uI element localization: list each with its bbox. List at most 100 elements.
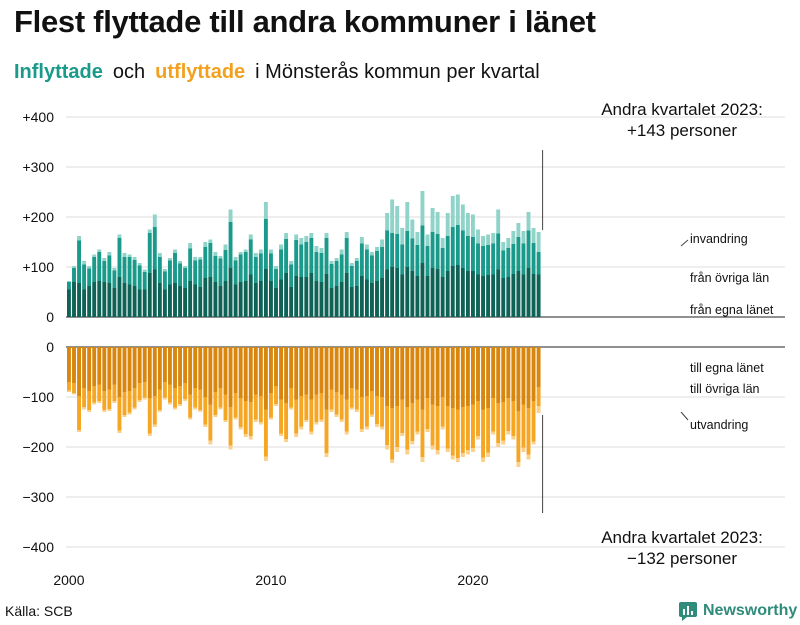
- bar-in-immigration: [329, 261, 334, 264]
- bar-out-emigration: [162, 397, 167, 400]
- bar-in-immigration: [284, 233, 289, 239]
- bar-out-emigration: [304, 420, 309, 422]
- bar-out-own-county: [334, 347, 339, 392]
- bar-out-own-county: [435, 347, 440, 406]
- bar-out-own-county: [516, 347, 521, 411]
- bar-out-other-county: [511, 401, 516, 436]
- annotation-bottom-line2: −132 personer: [627, 549, 737, 568]
- bar-out-other-county: [168, 384, 172, 403]
- bar-in-immigration: [72, 266, 76, 268]
- bar-out-emigration: [107, 409, 112, 411]
- bar-out-emigration: [97, 401, 102, 403]
- bar-out-own-county: [213, 347, 218, 392]
- bar-in-other-county: [521, 243, 526, 275]
- bar-in-immigration: [253, 253, 258, 257]
- bar-in-other-county: [445, 236, 450, 271]
- bar-in-other-county: [324, 238, 329, 274]
- bar-out-own-county: [314, 347, 319, 395]
- bar-in-own-county: [405, 267, 410, 317]
- bar-in-own-county: [223, 281, 228, 317]
- bar-out-own-county: [203, 347, 208, 397]
- bar-out-own-county: [263, 347, 268, 410]
- chart-title: Flest flyttade till andra kommuner i län…: [14, 4, 596, 39]
- bar-in-other-county: [481, 246, 485, 276]
- bar-in-immigration: [173, 249, 177, 253]
- bar-in-other-county: [173, 253, 177, 283]
- bar-in-immigration: [319, 248, 324, 253]
- bar-out-own-county: [425, 347, 430, 398]
- bar-out-emigration: [531, 441, 536, 445]
- bar-out-other-county: [263, 409, 268, 457]
- bar-out-own-county: [304, 347, 309, 395]
- bar-in-own-county: [471, 271, 475, 317]
- bar-out-emigration: [491, 431, 496, 435]
- bar-out-emigration: [263, 456, 268, 461]
- bar-in-immigration: [142, 269, 147, 272]
- bar-out-other-county: [501, 402, 506, 441]
- bar-out-own-county: [228, 347, 233, 407]
- bar-in-other-county: [304, 242, 309, 277]
- bar-in-immigration: [395, 206, 400, 234]
- bar-in-other-county: [274, 269, 278, 288]
- bar-out-other-county: [354, 389, 359, 410]
- bar-out-emigration: [203, 424, 208, 427]
- bar-out-own-county: [430, 347, 435, 405]
- bar-out-other-county: [294, 399, 299, 434]
- bar-in-immigration: [238, 252, 243, 255]
- bar-out-other-county: [258, 396, 263, 422]
- bar-in-own-county: [178, 286, 182, 317]
- bar-out-emigration: [147, 433, 152, 436]
- bar-out-other-county: [77, 396, 81, 430]
- bar-out-emigration: [269, 417, 273, 420]
- bar-out-emigration: [526, 454, 531, 460]
- bar-out-emigration: [112, 401, 117, 403]
- bar-out-other-county: [198, 389, 203, 410]
- bar-out-own-county: [102, 347, 107, 391]
- bar-in-other-county: [496, 233, 501, 270]
- bars-utflyttade: [67, 347, 541, 467]
- bar-out-emigration: [137, 400, 142, 402]
- bar-out-emigration: [152, 424, 157, 427]
- bar-in-other-county: [455, 225, 460, 265]
- bar-in-own-county: [82, 289, 87, 317]
- legend-utflyttade: utflyttade: [155, 61, 246, 83]
- bar-out-other-county: [329, 389, 334, 410]
- bar-in-other-county: [87, 268, 92, 286]
- subtitle-rest: i Mönsterås kommun per kvartal: [255, 61, 540, 83]
- bar-out-emigration: [289, 407, 294, 410]
- bar-in-other-county: [208, 243, 213, 277]
- bar-in-own-county: [294, 276, 299, 317]
- bar-in-immigration: [178, 261, 182, 264]
- bar-out-own-county: [168, 347, 172, 385]
- bar-out-other-county: [385, 406, 390, 445]
- bar-in-own-county: [501, 278, 506, 317]
- bar-in-immigration: [132, 257, 137, 260]
- bar-in-other-county: [228, 222, 233, 268]
- bar-out-emigration: [496, 443, 501, 447]
- bar-out-emigration: [536, 406, 541, 413]
- bar-in-own-county: [107, 283, 112, 317]
- bar-out-emigration: [390, 459, 395, 463]
- bar-out-emigration: [375, 424, 379, 427]
- y-tick-label-bottom: −100: [22, 389, 54, 405]
- bar-out-emigration: [415, 431, 420, 435]
- bar-in-immigration: [309, 233, 314, 238]
- bar-out-emigration: [324, 453, 329, 457]
- bar-out-other-county: [228, 407, 233, 446]
- x-tick-label: 2010: [255, 572, 286, 588]
- bar-out-other-county: [445, 406, 450, 449]
- bar-in-own-county: [299, 277, 304, 317]
- bar-out-other-county: [400, 399, 405, 433]
- bar-in-immigration: [152, 214, 157, 227]
- bar-in-own-county: [183, 288, 188, 317]
- bar-in-own-county: [455, 265, 460, 317]
- bar-in-immigration: [248, 234, 253, 240]
- bar-out-own-county: [162, 347, 167, 382]
- bar-out-emigration: [243, 434, 248, 437]
- bar-out-other-county: [410, 403, 415, 441]
- bar-out-other-county: [274, 386, 278, 404]
- bar-in-other-county: [440, 248, 445, 277]
- bar-out-emigration: [420, 457, 425, 462]
- bar-out-emigration: [77, 430, 81, 432]
- bar-in-own-county: [269, 281, 273, 317]
